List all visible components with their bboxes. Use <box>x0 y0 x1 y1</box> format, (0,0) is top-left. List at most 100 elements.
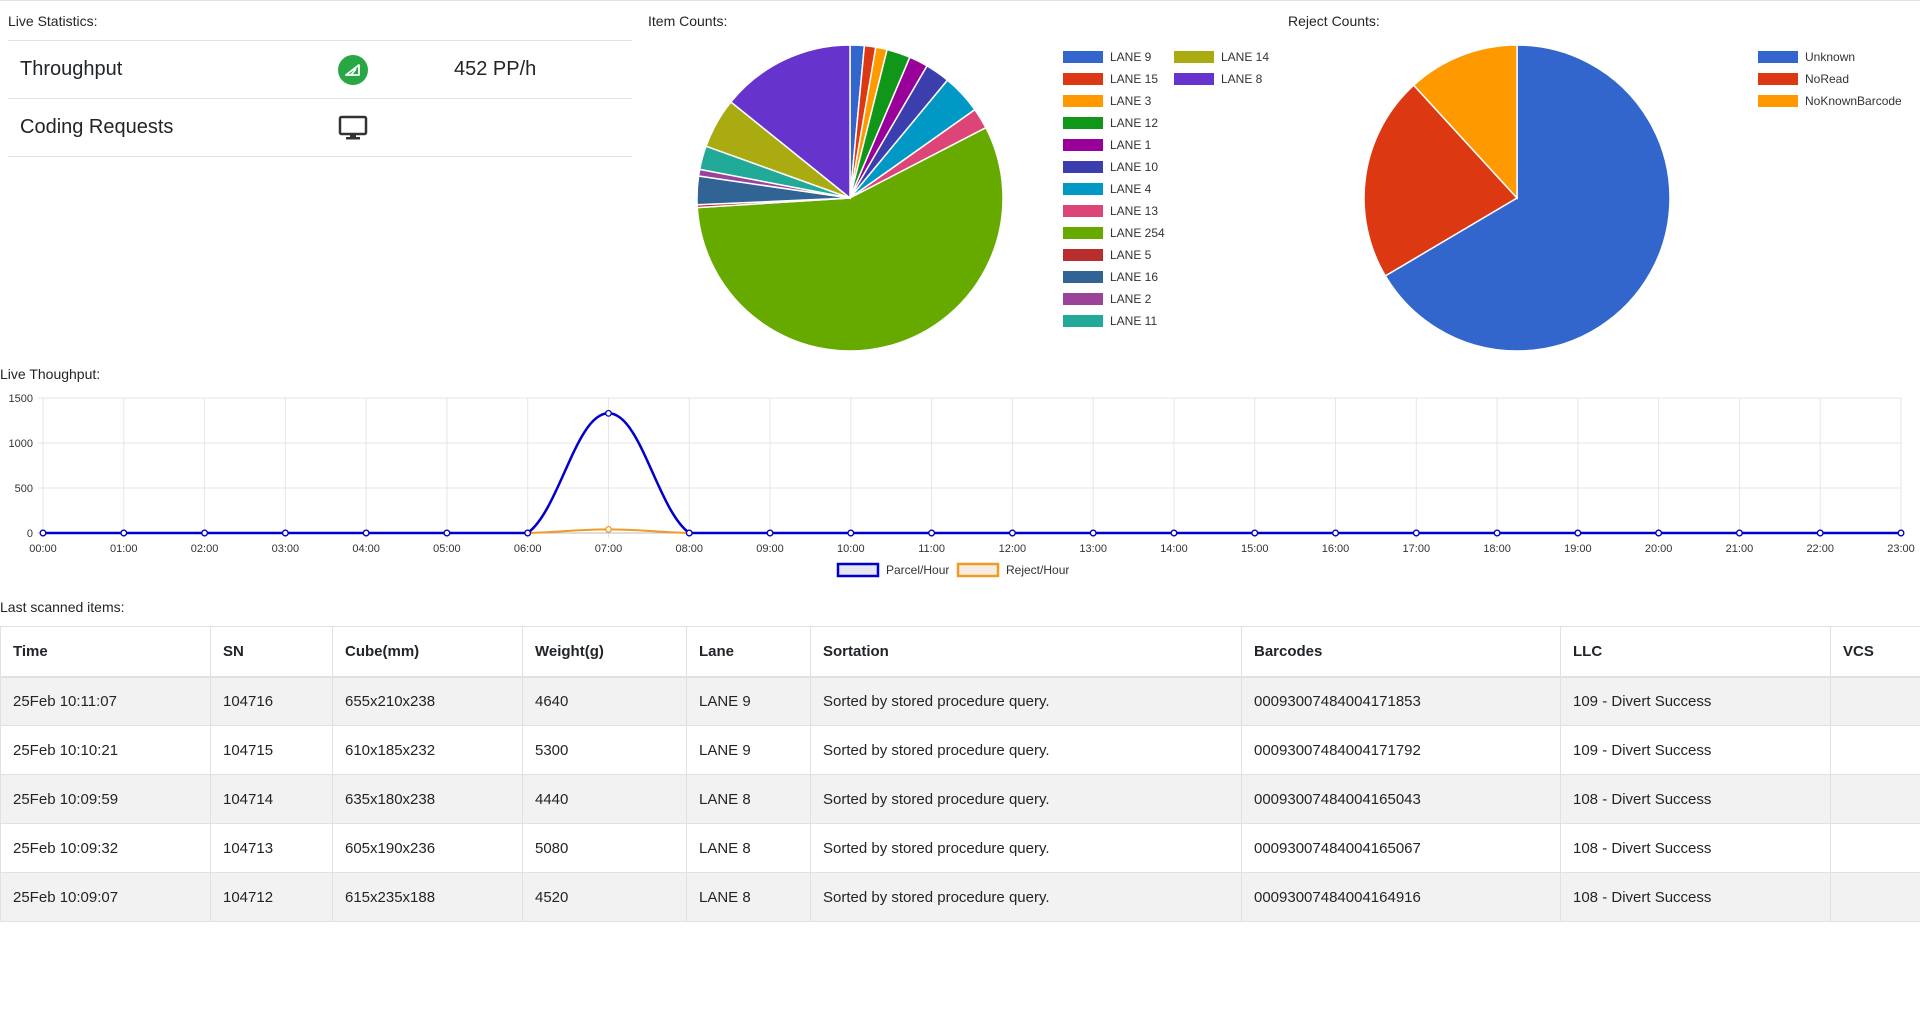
legend-item[interactable]: NoRead <box>1758 72 1849 86</box>
monitor-icon <box>338 115 454 141</box>
reject-counts-title: Reject Counts: <box>1288 13 1380 29</box>
legend-item[interactable]: LANE 8 <box>1174 72 1262 86</box>
column-header-time: Time <box>0 626 211 678</box>
legend-item[interactable]: LANE 2 <box>1063 292 1151 306</box>
legend-label: LANE 15 <box>1110 72 1159 86</box>
table-cell: 109 - Divert Success <box>1560 676 1831 726</box>
legend-item[interactable]: LANE 11 <box>1063 314 1157 328</box>
data-point[interactable] <box>1170 529 1178 537</box>
legend-item[interactable]: LANE 5 <box>1063 248 1151 262</box>
table-cell: 655x210x238 <box>332 676 523 726</box>
table-row[interactable]: 25Feb 10:09:59 104714 635x180x238 4440 LANE … <box>0 774 1920 824</box>
data-point[interactable] <box>928 529 936 537</box>
table-row[interactable]: 25Feb 10:11:07 104716 655x210x238 4640 LANE … <box>0 676 1920 726</box>
data-point[interactable] <box>1412 529 1420 537</box>
legend-swatch <box>1174 51 1214 63</box>
legend-swatch <box>1063 271 1103 283</box>
data-point[interactable] <box>766 529 774 537</box>
data-point[interactable] <box>1574 529 1582 537</box>
legend-label: LANE 3 <box>1110 94 1152 108</box>
table-cell: 00093007484004171853 <box>1241 676 1561 726</box>
legend-item[interactable]: LANE 15 <box>1063 72 1158 86</box>
x-tick-label: 06:00 <box>514 543 542 555</box>
legend-item[interactable]: LANE 12 <box>1063 116 1158 130</box>
column-header-cube-mm: Cube(mm) <box>332 626 523 678</box>
table-cell: LANE 8 <box>686 774 811 824</box>
data-point[interactable] <box>847 529 855 537</box>
legend-item[interactable]: LANE 254 <box>1063 226 1165 240</box>
legend-item[interactable]: Unknown <box>1758 50 1855 64</box>
table-cell: 00093007484004165043 <box>1241 774 1561 824</box>
data-point[interactable] <box>1816 529 1824 537</box>
data-point[interactable] <box>1735 529 1743 537</box>
data-point[interactable] <box>120 529 128 537</box>
x-tick-label: 11:00 <box>918 543 945 555</box>
x-tick-label: 14:00 <box>1160 543 1188 555</box>
legend-swatch <box>1063 183 1103 195</box>
legend-label: LANE 254 <box>1110 226 1165 240</box>
table-cell <box>1830 676 1920 726</box>
table-cell: 104715 <box>210 725 333 775</box>
column-header-lane: Lane <box>686 626 811 678</box>
legend-item[interactable]: LANE 3 <box>1063 94 1151 108</box>
column-header-barcodes: Barcodes <box>1241 626 1561 678</box>
item-pie-slice-lane-8[interactable] <box>729 44 851 200</box>
data-point[interactable] <box>605 409 612 417</box>
legend-label[interactable]: Parcel/Hour <box>886 563 949 577</box>
x-tick-label: 03:00 <box>272 543 300 555</box>
data-point[interactable] <box>1089 529 1097 537</box>
item-pie-slice-lane-254[interactable] <box>696 126 1004 352</box>
reject-pie-slice-noknownbarcode[interactable] <box>1412 44 1518 200</box>
x-tick-label: 15:00 <box>1241 543 1269 555</box>
legend-label: LANE 12 <box>1110 116 1159 130</box>
x-tick-label: 22:00 <box>1806 543 1834 555</box>
table-cell <box>1830 725 1920 775</box>
x-tick-label: 13:00 <box>1079 543 1107 555</box>
data-point[interactable] <box>1655 529 1663 537</box>
data-point[interactable] <box>281 529 289 537</box>
reject-pie-slice-unknown[interactable] <box>1384 44 1671 352</box>
reject-pie-slice-noread[interactable] <box>1363 84 1519 277</box>
data-point[interactable] <box>1251 529 1259 537</box>
data-point[interactable] <box>201 529 209 537</box>
table-cell <box>1830 823 1920 873</box>
table-cell: 108 - Divert Success <box>1560 774 1831 824</box>
legend-item[interactable]: LANE 16 <box>1063 270 1158 284</box>
data-point[interactable] <box>524 529 532 537</box>
x-tick-label: 20:00 <box>1645 543 1673 555</box>
table-cell: 104716 <box>210 676 333 726</box>
legend-swatch <box>1174 73 1214 85</box>
legend-item[interactable]: LANE 9 <box>1063 50 1151 64</box>
table-row[interactable]: 25Feb 10:10:21 104715 610x185x232 5300 LANE … <box>0 725 1920 775</box>
data-point[interactable] <box>1332 529 1339 537</box>
legend-label: LANE 10 <box>1110 160 1159 174</box>
data-point[interactable] <box>39 529 47 537</box>
live-throughput-line-chart: 0 500 1000 1500 00:00 01:00 02:00 03:00 04:00 05:… <box>9 393 1915 578</box>
data-point[interactable] <box>605 525 612 533</box>
data-point[interactable] <box>443 529 451 537</box>
legend-swatch <box>1063 315 1103 327</box>
live-statistics-title: Live Statistics: <box>8 13 98 29</box>
legend-item[interactable]: LANE 10 <box>1063 160 1158 174</box>
data-point[interactable] <box>685 529 693 537</box>
live-throughput-title: Live Thoughput: <box>0 366 101 382</box>
legend-item[interactable]: LANE 4 <box>1063 182 1151 196</box>
table-row[interactable]: 25Feb 10:09:07 104712 615x235x188 4520 LANE … <box>0 872 1920 922</box>
legend-item[interactable]: LANE 14 <box>1174 50 1269 64</box>
y-tick-label: 500 <box>15 483 33 495</box>
legend-label[interactable]: Reject/Hour <box>1006 563 1069 577</box>
reject-counts-pie-chart <box>1363 44 1671 352</box>
data-point[interactable] <box>1897 529 1905 537</box>
y-tick-label: 1500 <box>9 393 33 405</box>
table-cell: LANE 8 <box>686 872 811 922</box>
table-cell: 104712 <box>210 872 333 922</box>
data-point[interactable] <box>1008 529 1016 537</box>
legend-item[interactable]: LANE 1 <box>1063 138 1151 152</box>
data-point[interactable] <box>1493 529 1501 537</box>
series-line-parcel-hour <box>43 412 1901 535</box>
legend-item[interactable]: NoKnownBarcode <box>1758 94 1902 108</box>
table-row[interactable]: 25Feb 10:09:32 104713 605x190x236 5080 LANE … <box>0 823 1920 873</box>
legend-swatch <box>1063 139 1103 151</box>
data-point[interactable] <box>362 529 370 537</box>
legend-item[interactable]: LANE 13 <box>1063 204 1158 218</box>
